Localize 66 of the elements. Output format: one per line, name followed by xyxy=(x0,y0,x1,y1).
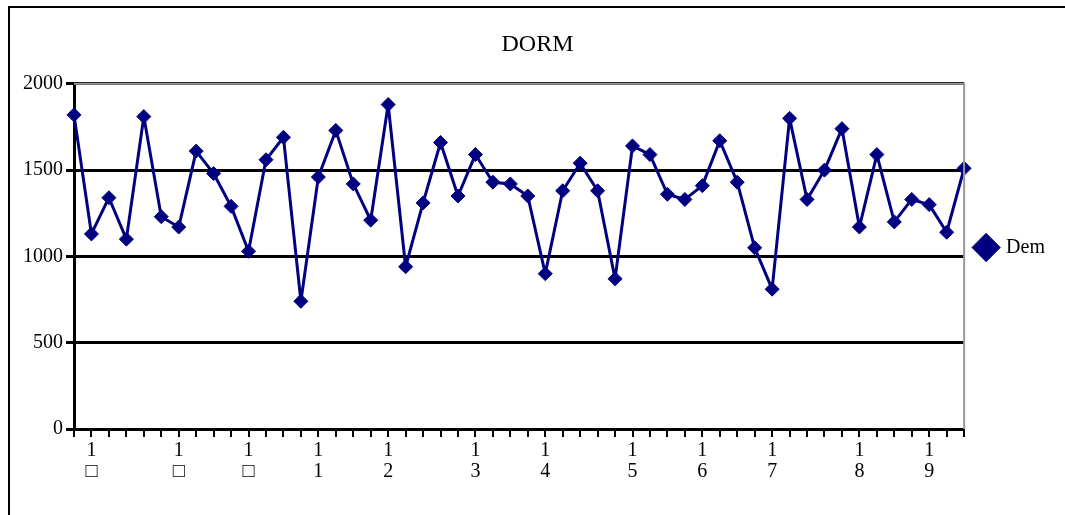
point xyxy=(729,174,745,190)
point xyxy=(572,155,588,171)
point xyxy=(921,197,937,213)
y-tick-label: 1500 xyxy=(23,157,63,180)
point xyxy=(537,266,553,282)
point xyxy=(782,110,798,126)
point xyxy=(153,209,169,225)
point xyxy=(188,143,204,159)
point xyxy=(834,121,850,137)
point xyxy=(520,188,536,204)
x-tick-label: 1□ xyxy=(172,437,185,481)
x-tick-label: 19 xyxy=(924,437,935,481)
x-tick-label: 13 xyxy=(470,437,481,481)
x-tick-label: 17 xyxy=(767,437,778,481)
x-tick-label: 14 xyxy=(540,437,551,481)
y-tick-label: 1000 xyxy=(23,243,63,266)
point xyxy=(275,129,291,145)
chart-title: DORM xyxy=(501,29,574,56)
point xyxy=(869,147,885,163)
point xyxy=(694,178,710,194)
y-tick-label: 500 xyxy=(33,329,63,352)
point xyxy=(328,122,344,138)
point xyxy=(555,183,571,199)
point xyxy=(206,166,222,182)
point xyxy=(258,152,274,168)
point xyxy=(223,198,239,214)
point xyxy=(590,183,606,199)
point xyxy=(712,133,728,149)
point xyxy=(502,176,518,192)
point xyxy=(904,191,920,207)
x-tick-label: 11 xyxy=(313,437,324,481)
point xyxy=(101,190,117,206)
point xyxy=(363,212,379,228)
point xyxy=(677,191,693,207)
point xyxy=(642,147,658,163)
point xyxy=(747,240,763,256)
point xyxy=(607,271,623,287)
legend-label: Dem xyxy=(1006,234,1046,257)
point xyxy=(625,138,641,154)
x-tick-label: 12 xyxy=(383,437,394,481)
point xyxy=(415,195,431,211)
point xyxy=(939,224,955,240)
point xyxy=(799,191,815,207)
point xyxy=(450,188,466,204)
point xyxy=(310,169,326,185)
x-tick-label: 1□ xyxy=(242,437,255,481)
y-tick-label: 2000 xyxy=(23,71,63,94)
point xyxy=(817,162,832,178)
point xyxy=(398,259,414,275)
x-tick-label: 18 xyxy=(854,437,865,481)
point xyxy=(764,281,780,297)
point xyxy=(659,186,675,202)
point xyxy=(467,147,483,163)
point xyxy=(345,176,361,192)
x-tick-label: 1□ xyxy=(85,437,98,481)
point xyxy=(886,214,902,230)
point xyxy=(83,226,99,242)
y-tick-label: 0 xyxy=(53,416,63,439)
x-tick-label: 15 xyxy=(627,437,638,481)
point xyxy=(118,231,134,247)
point xyxy=(485,174,501,190)
x-tick-label: 16 xyxy=(697,437,708,481)
point xyxy=(66,107,82,123)
point xyxy=(433,134,449,150)
point xyxy=(171,219,187,235)
point xyxy=(241,243,257,259)
